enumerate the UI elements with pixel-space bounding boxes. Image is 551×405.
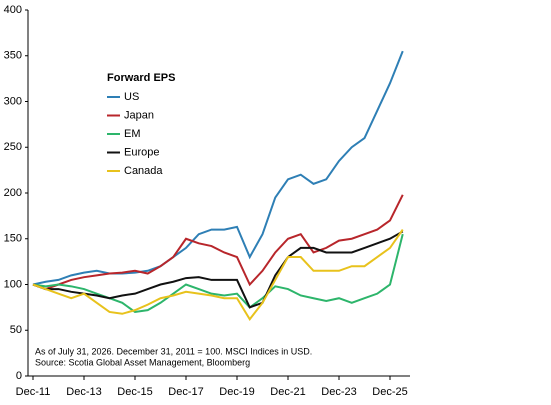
series-line [32,233,404,313]
x-tick-label: Dec-11 [16,386,51,398]
legend-label: EM [124,128,141,140]
series-line [32,50,404,286]
legend-label: Europe [124,146,159,158]
x-tick-label: Dec-25 [372,386,407,398]
y-tick-label: 200 [4,187,22,199]
y-tick-label: 350 [4,50,22,62]
y-tick-label: 0 [16,370,22,382]
series-line [32,194,404,291]
y-tick-label: 50 [10,324,22,336]
legend-label: Canada [124,165,163,177]
legend-label: US [124,91,139,103]
note: Source: Scotia Global Asset Management, … [35,357,250,367]
x-tick-label: Dec-13 [66,386,101,398]
legend-label: Japan [124,109,154,121]
x-tick-label: Dec-23 [321,386,356,398]
legend-title: Forward EPS [107,72,175,84]
x-tick-label: Dec-19 [219,386,254,398]
x-tick-label: Dec-21 [270,386,305,398]
series-line [32,230,404,309]
y-tick-label: 150 [4,233,22,245]
y-tick-label: 400 [4,4,22,16]
note: As of July 31, 2026. December 31, 2011 =… [35,346,312,356]
x-tick-label: Dec-15 [117,386,152,398]
y-tick-label: 100 [4,278,22,290]
y-tick-label: 250 [4,141,22,153]
y-tick-label: 300 [4,95,22,107]
x-tick-label: Dec-17 [168,386,203,398]
series-line [32,229,404,322]
